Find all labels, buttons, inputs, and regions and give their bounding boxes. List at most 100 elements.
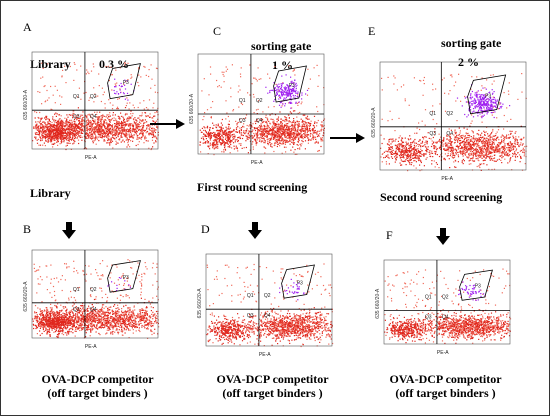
event-dot xyxy=(138,67,140,69)
event-dot xyxy=(261,137,263,140)
event-dot xyxy=(290,149,292,151)
event-dot xyxy=(124,62,127,64)
panel-letter-c: C xyxy=(213,24,222,38)
event-dot xyxy=(133,107,135,109)
event-dot xyxy=(280,106,282,108)
event-dot xyxy=(459,151,461,153)
event-dot xyxy=(302,121,304,123)
panel-letter-a: A xyxy=(23,20,32,34)
event-dot xyxy=(104,107,106,109)
event-dot xyxy=(484,134,486,136)
event-dot xyxy=(214,145,216,147)
event-dot xyxy=(298,123,300,125)
event-dot xyxy=(241,103,244,106)
event-dot xyxy=(266,119,269,121)
event-dot xyxy=(446,138,448,140)
event-dot xyxy=(249,140,251,142)
event-dot xyxy=(405,164,407,166)
event-dot xyxy=(34,132,36,134)
event-dot xyxy=(68,135,70,137)
event-dot xyxy=(78,132,80,134)
event-dot xyxy=(68,140,70,142)
event-dot xyxy=(139,119,141,121)
event-dot xyxy=(80,131,82,133)
event-dot xyxy=(151,117,153,119)
event-dot xyxy=(303,130,305,132)
event-dot xyxy=(77,126,79,128)
event-dot xyxy=(101,125,103,127)
event-dot xyxy=(203,129,205,131)
event-dot xyxy=(509,154,511,156)
event-dot xyxy=(418,158,420,160)
event-dot xyxy=(469,147,471,149)
event-dot xyxy=(237,121,239,124)
event-dot xyxy=(471,140,473,142)
event-dot xyxy=(236,147,238,149)
event-dot xyxy=(50,132,52,134)
event-dot xyxy=(473,152,475,154)
event-dot xyxy=(76,118,78,120)
event-dot xyxy=(292,91,294,93)
event-dot xyxy=(305,117,307,119)
event-dot xyxy=(405,159,407,161)
event-dot xyxy=(57,144,59,146)
event-dot xyxy=(514,159,516,161)
event-dot xyxy=(142,125,145,127)
event-dot xyxy=(286,129,288,131)
event-dot xyxy=(42,129,44,131)
event-dot xyxy=(276,123,278,125)
event-dot xyxy=(120,135,122,137)
event-dot xyxy=(284,141,286,143)
event-dot xyxy=(206,127,209,129)
event-dot xyxy=(426,157,428,159)
event-dot xyxy=(485,140,487,142)
event-dot xyxy=(140,131,142,133)
event-dot xyxy=(291,126,293,128)
event-dot xyxy=(91,135,93,137)
event-dot xyxy=(272,134,274,136)
event-dot xyxy=(62,138,64,140)
event-dot xyxy=(97,136,99,138)
event-dot xyxy=(317,85,319,87)
event-dot xyxy=(109,139,111,141)
event-dot xyxy=(252,137,254,139)
event-dot xyxy=(258,140,261,142)
gate-label: P3 xyxy=(123,80,129,86)
event-dot xyxy=(388,149,390,151)
event-dot xyxy=(210,116,212,118)
event-dot xyxy=(482,160,484,162)
event-dot xyxy=(285,87,287,89)
event-dot xyxy=(316,131,318,133)
event-dot xyxy=(394,151,397,153)
event-dot xyxy=(253,112,255,114)
event-dot xyxy=(464,135,466,137)
event-dot xyxy=(286,125,288,127)
event-dot xyxy=(230,130,232,132)
event-dot xyxy=(273,130,275,132)
event-dot xyxy=(67,131,69,133)
event-dot xyxy=(61,127,63,129)
event-dot xyxy=(72,117,74,119)
event-dot xyxy=(74,137,76,140)
event-dot xyxy=(115,137,117,139)
event-dot xyxy=(523,149,525,151)
event-dot xyxy=(132,118,135,120)
event-dot xyxy=(293,69,295,71)
event-dot xyxy=(288,121,290,123)
event-dot xyxy=(86,127,88,129)
event-dot xyxy=(240,134,242,136)
event-dot xyxy=(140,130,142,132)
event-dot xyxy=(462,163,464,165)
event-dot xyxy=(400,149,402,151)
event-dot xyxy=(507,152,509,154)
event-dot xyxy=(290,129,292,131)
event-dot xyxy=(243,147,245,149)
event-dot xyxy=(68,127,70,129)
event-dot xyxy=(469,144,471,146)
event-dot xyxy=(438,139,440,142)
event-dot xyxy=(203,126,205,128)
event-dot xyxy=(514,153,516,155)
event-dot xyxy=(486,146,488,149)
event-dot xyxy=(489,152,491,154)
event-dot xyxy=(471,151,474,153)
